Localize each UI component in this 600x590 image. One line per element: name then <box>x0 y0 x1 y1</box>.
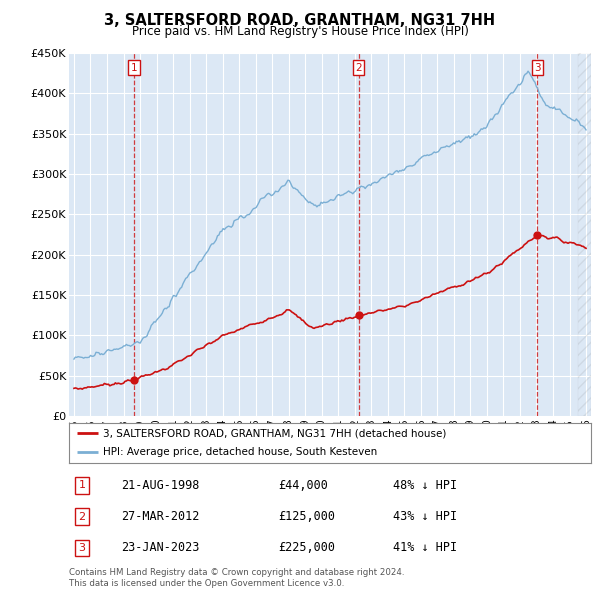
Text: 3, SALTERSFORD ROAD, GRANTHAM, NG31 7HH: 3, SALTERSFORD ROAD, GRANTHAM, NG31 7HH <box>104 13 496 28</box>
Text: 3: 3 <box>534 63 541 73</box>
Text: 21-AUG-1998: 21-AUG-1998 <box>121 479 200 492</box>
Text: HPI: Average price, detached house, South Kesteven: HPI: Average price, detached house, Sout… <box>103 447 377 457</box>
Text: Contains HM Land Registry data © Crown copyright and database right 2024.
This d: Contains HM Land Registry data © Crown c… <box>69 568 404 588</box>
Text: 2: 2 <box>355 63 362 73</box>
Text: 1: 1 <box>79 480 86 490</box>
Text: 2: 2 <box>79 512 86 522</box>
Text: 41% ↓ HPI: 41% ↓ HPI <box>392 541 457 554</box>
Text: £225,000: £225,000 <box>278 541 335 554</box>
Text: 1: 1 <box>131 63 137 73</box>
Text: £125,000: £125,000 <box>278 510 335 523</box>
Text: 43% ↓ HPI: 43% ↓ HPI <box>392 510 457 523</box>
Text: 3: 3 <box>79 543 86 553</box>
Text: Price paid vs. HM Land Registry's House Price Index (HPI): Price paid vs. HM Land Registry's House … <box>131 25 469 38</box>
Text: 3, SALTERSFORD ROAD, GRANTHAM, NG31 7HH (detached house): 3, SALTERSFORD ROAD, GRANTHAM, NG31 7HH … <box>103 428 446 438</box>
Text: £44,000: £44,000 <box>278 479 328 492</box>
Bar <box>578 53 591 416</box>
Text: 27-MAR-2012: 27-MAR-2012 <box>121 510 200 523</box>
Text: 23-JAN-2023: 23-JAN-2023 <box>121 541 200 554</box>
Text: 48% ↓ HPI: 48% ↓ HPI <box>392 479 457 492</box>
